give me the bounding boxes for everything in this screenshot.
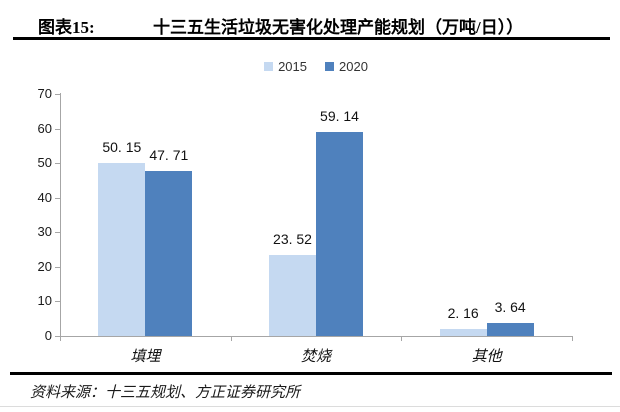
bar-2020-其他 (486, 323, 534, 336)
y-axis-tick-label: 0 (44, 328, 52, 343)
figure-title: 十三五生活垃圾无害化处理产能规划（万吨/日）） (153, 18, 524, 37)
y-axis-tick-label: 40 (37, 189, 52, 205)
x-axis-tick (401, 337, 403, 341)
y-axis-tick-label: 60 (37, 120, 52, 136)
x-axis-tick (60, 337, 61, 341)
y-axis-tick-label: 30 (37, 224, 52, 240)
y-axis-tick (55, 266, 60, 268)
legend-swatch-icon (325, 62, 334, 71)
y-axis-tick (55, 197, 60, 199)
page-bottom-divider (0, 406, 620, 407)
x-axis-category-label: 填埋 (130, 349, 161, 365)
x-axis-tick (230, 337, 232, 341)
legend-item-2020: 2020 (325, 59, 368, 74)
y-axis-tick-label: 20 (37, 258, 52, 274)
bar-2020-填埋 (145, 171, 193, 336)
bar-2015-填埋 (98, 162, 146, 336)
bar-value-label: 50. 15 (102, 138, 142, 155)
legend-label: 2020 (339, 59, 368, 74)
y-axis-tick (55, 94, 60, 95)
bar-value-label: 47. 71 (149, 147, 189, 164)
y-axis-tick-label: 50 (37, 155, 52, 171)
y-axis-tick (55, 301, 60, 303)
y-axis-tick (55, 163, 60, 165)
y-axis-line (60, 93, 61, 336)
y-axis-tick (55, 128, 60, 130)
bar-2015-焚烧 (269, 254, 316, 336)
y-axis-tick-label: 70 (37, 86, 52, 101)
bar-value-label: 59. 14 (320, 107, 359, 124)
figure-header: 图表15: 十三五生活垃圾无害化处理产能规划（万吨/日）） (13, 10, 610, 40)
bar-value-label: 3. 64 (494, 299, 526, 316)
legend-label: 2015 (278, 59, 307, 74)
chart-legend: 2015 2020 (60, 59, 572, 74)
y-axis-tick-label: 10 (37, 293, 52, 309)
figure-number-label: 图表15: (38, 18, 95, 37)
source-note: 资料来源：十三五规划、方正证券研究所 (30, 385, 301, 401)
bar-value-label: 23. 52 (273, 230, 312, 247)
legend-swatch-icon (264, 62, 274, 71)
bar-2015-其他 (439, 328, 487, 336)
x-axis-category-label: 其他 (471, 349, 502, 365)
legend-item-2015: 2015 (264, 59, 307, 74)
x-axis-tick (572, 337, 573, 341)
y-axis-tick (55, 232, 60, 234)
x-axis-category-label: 焚烧 (300, 349, 331, 365)
bar-2020-焚烧 (316, 131, 363, 336)
y-axis-tick (55, 336, 60, 337)
footer-divider (10, 372, 612, 375)
bar-value-label: 2. 16 (447, 304, 479, 321)
x-axis-line (60, 336, 573, 337)
